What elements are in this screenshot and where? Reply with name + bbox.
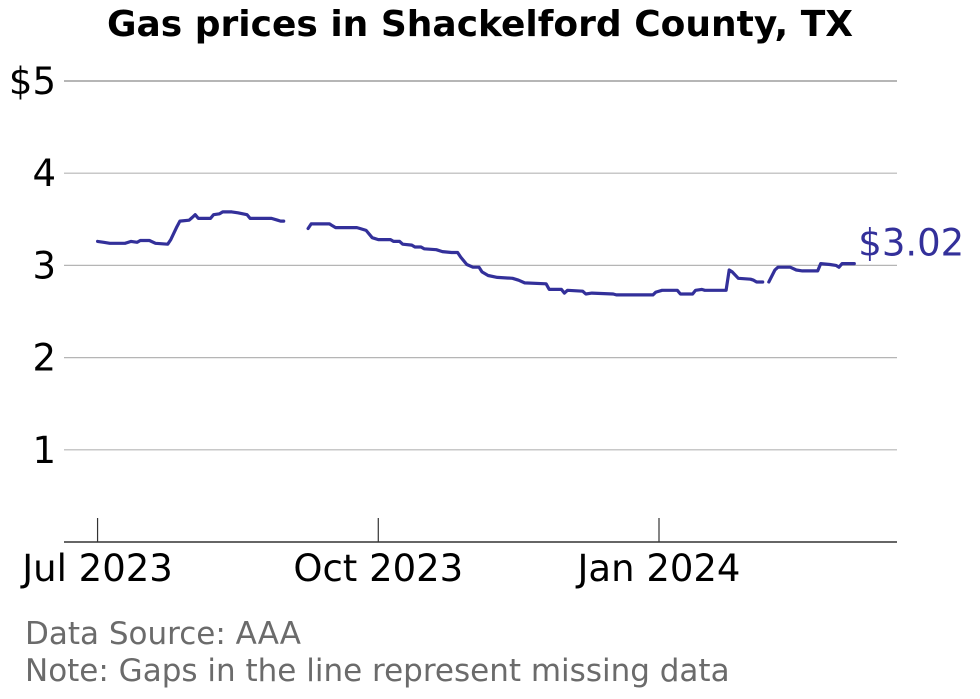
price-line: [95, 210, 856, 297]
gridlines: [64, 80, 897, 451]
data-source-note: Data Source: AAA: [25, 616, 301, 652]
y-tick-label: 3: [32, 244, 56, 287]
price-line-segment: [306, 222, 765, 297]
x-tick-label: Jan 2024: [576, 547, 741, 590]
y-tick-label: $5: [9, 60, 56, 103]
x-tick-label: Jul 2023: [20, 547, 173, 590]
missing-data-note: Note: Gaps in the line represent missing…: [25, 653, 730, 689]
y-axis-tick-labels: 1 2 3 4 $5: [9, 60, 56, 472]
latest-price-label: $3.02: [858, 222, 964, 265]
x-axis-ticks: Jul 2023 Oct 2023 Jan 2024: [20, 518, 740, 590]
x-tick-label: Oct 2023: [293, 547, 463, 590]
price-line-segment: [767, 262, 856, 284]
price-line-segment: [95, 210, 286, 246]
y-tick-label: 4: [32, 152, 56, 195]
chart-title: Gas prices in Shackelford County, TX: [106, 4, 854, 45]
y-tick-label: 1: [32, 429, 56, 472]
y-tick-label: 2: [32, 337, 56, 380]
